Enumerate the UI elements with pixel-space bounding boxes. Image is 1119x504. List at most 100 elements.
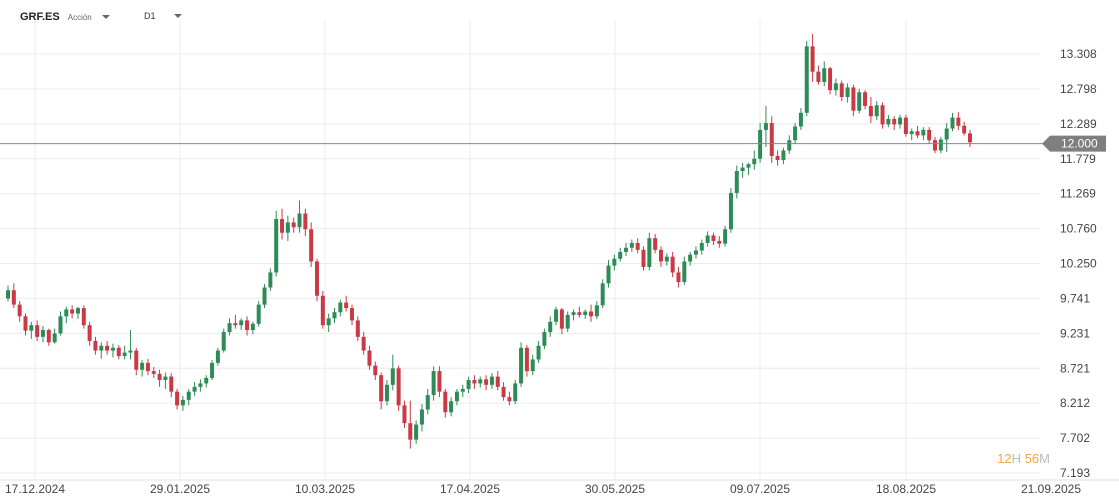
candle (804, 40, 809, 117)
candle (618, 247, 623, 262)
candle (29, 321, 34, 339)
candle (332, 308, 337, 324)
candle-body (921, 129, 926, 136)
candle (431, 366, 436, 401)
candle-body (454, 391, 459, 402)
candle-body (338, 302, 343, 313)
candle-body (863, 92, 868, 106)
candle (781, 147, 786, 165)
candle (933, 136, 938, 154)
y-tick-label: 13.308 (1060, 47, 1097, 61)
candle-body (728, 192, 733, 230)
candle (682, 256, 687, 285)
candle (320, 290, 325, 329)
candle-body (804, 46, 809, 113)
candle-body (501, 386, 506, 398)
candle-body (116, 347, 121, 357)
symbol-selector[interactable]: GRF.ES Acción (20, 11, 110, 23)
chart-grid (0, 20, 1040, 480)
candle (256, 301, 261, 327)
candle-body (419, 409, 424, 425)
candle (903, 114, 908, 137)
candle (810, 33, 815, 82)
candle (635, 238, 640, 254)
candle (198, 379, 203, 392)
candle (693, 246, 698, 259)
candle-body (845, 87, 850, 98)
candle-body (122, 352, 127, 357)
candle (186, 388, 191, 406)
current-price-line: 12.000 (0, 135, 1106, 152)
candle-body (11, 290, 16, 305)
candle (180, 395, 185, 411)
candle (151, 366, 156, 378)
x-tick-label: 18.08.2025 (876, 482, 936, 496)
candle-body (99, 345, 104, 351)
candle (956, 112, 961, 130)
candle (367, 345, 372, 370)
candle (542, 328, 547, 350)
candle (909, 128, 914, 141)
candle (962, 121, 967, 136)
candle-body (250, 323, 255, 330)
candle (52, 328, 57, 344)
candle-body (64, 309, 69, 317)
candle (886, 114, 891, 128)
candle-body (565, 314, 570, 329)
candle (880, 102, 885, 129)
candle (938, 136, 943, 154)
candle-body (868, 105, 873, 117)
candle (349, 304, 354, 326)
x-tick-label: 09.07.2025 (730, 482, 790, 496)
candle (554, 306, 559, 326)
countdown-hours: 12 (997, 451, 1012, 466)
candle (927, 127, 932, 144)
candle (653, 234, 658, 254)
candle-body (851, 87, 856, 111)
candle (233, 314, 238, 329)
candle-body (192, 386, 197, 392)
candle-body (245, 320, 250, 330)
candle (373, 361, 378, 381)
candle (355, 316, 360, 341)
candle (460, 384, 465, 398)
candle (845, 83, 850, 103)
candle (915, 125, 920, 139)
candle (297, 200, 302, 233)
candle (99, 342, 104, 359)
candle (169, 373, 174, 398)
candle-body (17, 304, 22, 317)
candle-body (641, 249, 646, 267)
candle (414, 420, 419, 444)
y-tick-label: 8.721 (1060, 361, 1090, 375)
candle (192, 382, 197, 396)
candle (489, 373, 494, 389)
candle-body (548, 321, 553, 333)
candle (513, 380, 518, 405)
candle-body (326, 318, 331, 326)
candle (227, 318, 232, 336)
candle (163, 372, 168, 389)
candle (64, 306, 69, 324)
candle-body (297, 213, 302, 228)
candle (658, 246, 663, 267)
candle-body (134, 350, 139, 370)
symbol-name: GRF.ES (20, 11, 60, 23)
candle-body (291, 222, 296, 228)
candle-body (898, 117, 903, 125)
candle (758, 123, 763, 163)
candle-body (699, 242, 704, 251)
candle (454, 388, 459, 406)
candle (536, 340, 541, 363)
candle-body (443, 391, 448, 413)
candle (250, 321, 255, 335)
candle-body (903, 117, 908, 135)
candle (624, 242, 629, 256)
candle-body (787, 140, 792, 151)
timeframe-selector[interactable]: D1 (144, 11, 182, 21)
candle-body (763, 123, 768, 130)
candle-body (513, 383, 518, 402)
candle-body (618, 251, 623, 259)
candle (379, 372, 384, 410)
